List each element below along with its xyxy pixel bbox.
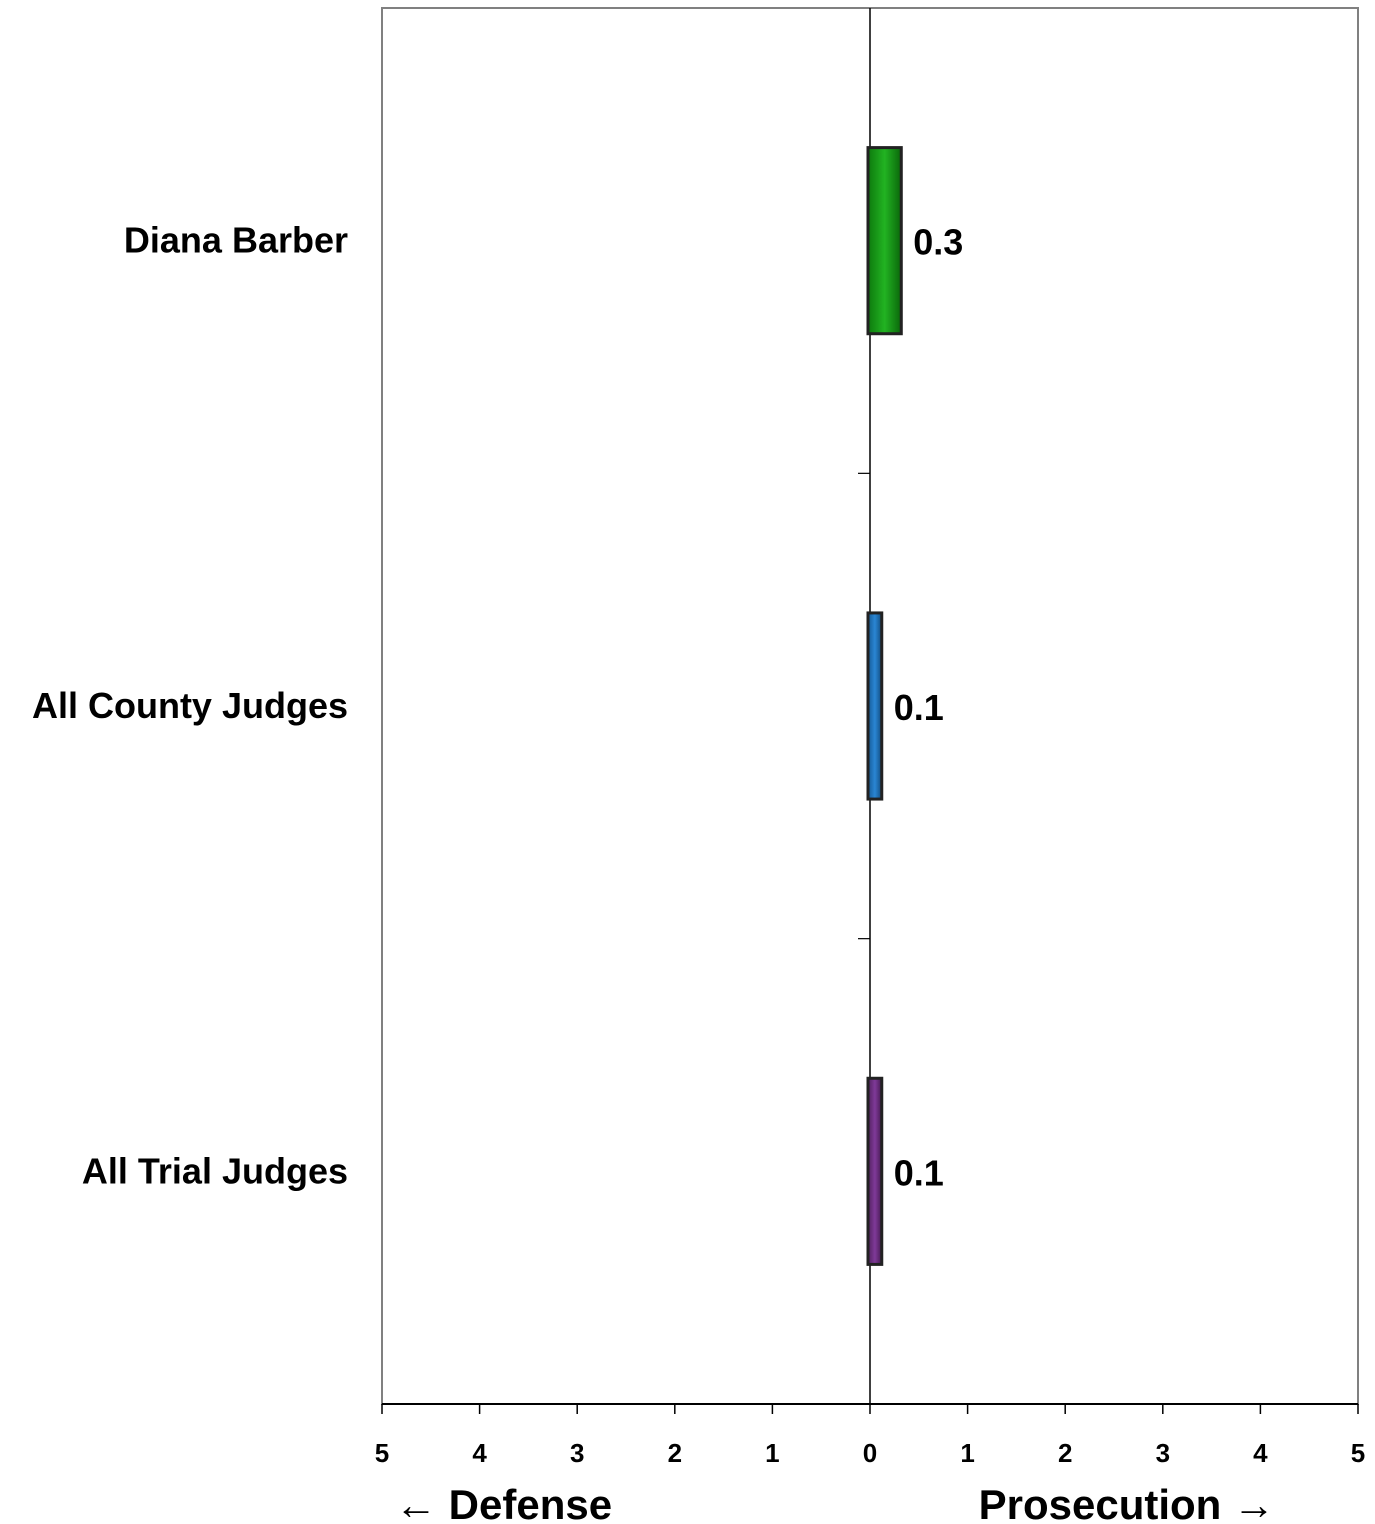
x-tick-label: 2	[668, 1438, 682, 1468]
x-tick-label: 3	[1156, 1438, 1170, 1468]
x-axis-caption-prosecution: Prosecution →	[979, 1481, 1275, 1524]
x-axis-caption-defense: ← Defense	[395, 1481, 612, 1524]
data-label: 0.1	[894, 1152, 944, 1193]
x-tick-label: 5	[375, 1438, 389, 1468]
x-tick-label: 0	[863, 1438, 877, 1468]
x-tick-label: 4	[472, 1438, 487, 1468]
x-tick-label: 3	[570, 1438, 584, 1468]
x-tick-label: 5	[1351, 1438, 1365, 1468]
x-tick-label: 1	[960, 1438, 974, 1468]
bar-all-county-judges	[866, 611, 884, 801]
bar-all-trial-judges	[866, 1076, 884, 1266]
x-tick-label: 4	[1253, 1438, 1268, 1468]
bar-diana-barber	[866, 146, 903, 336]
category-label: Diana Barber	[124, 220, 348, 261]
data-label: 0.3	[913, 222, 963, 263]
x-tick-label: 2	[1058, 1438, 1072, 1468]
data-label: 0.1	[894, 687, 944, 728]
category-label: All Trial Judges	[82, 1150, 348, 1191]
x-tick-label: 1	[765, 1438, 779, 1468]
category-label: All County Judges	[32, 685, 348, 726]
